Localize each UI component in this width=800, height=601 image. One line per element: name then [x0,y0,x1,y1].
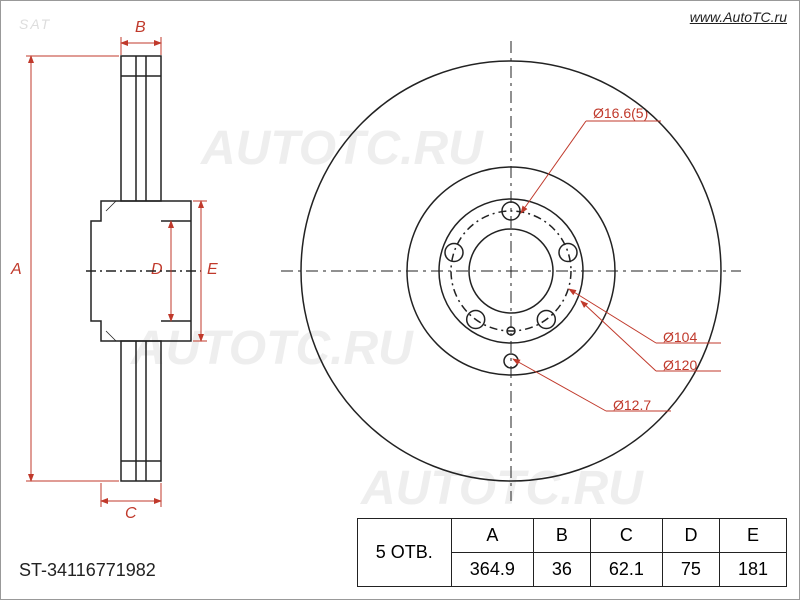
drawing-frame: SAT www.AutoTC.ru AUTOTC.RU AUTOTC.RU AU… [0,0,800,600]
technical-drawing [1,1,800,601]
